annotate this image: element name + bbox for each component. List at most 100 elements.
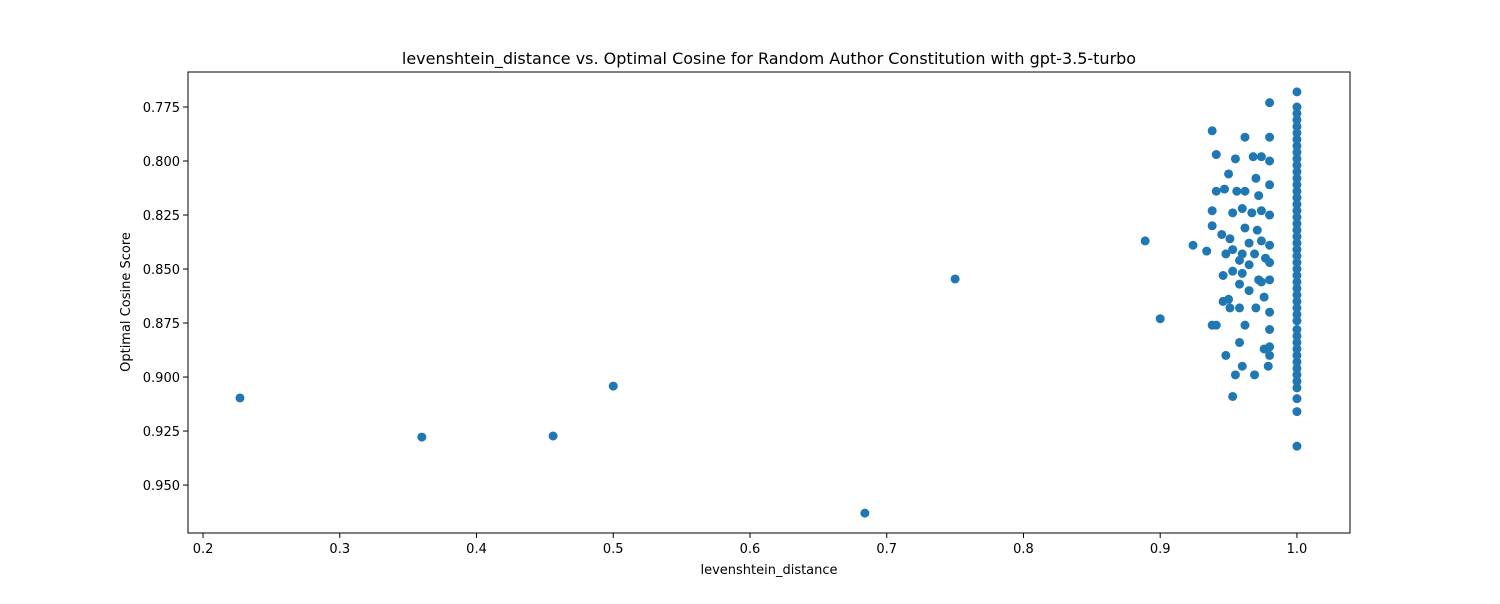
point [1228,208,1238,218]
point [1292,206,1302,216]
point [1292,245,1302,255]
point [1218,270,1228,280]
point [1237,361,1247,371]
point [1230,154,1240,164]
point [1256,152,1266,162]
y-tick-label: 0.950 [143,479,180,494]
point [1292,331,1302,341]
point [1235,279,1245,289]
point [1292,344,1302,354]
point [1254,191,1264,201]
point [1237,268,1247,278]
point [1292,337,1302,347]
point [1237,204,1247,214]
plot-frame [187,71,1351,534]
y-tick-label: 0.825 [143,209,180,224]
point [1292,199,1302,209]
point [1292,134,1302,144]
point [1244,238,1254,248]
point [1265,342,1275,352]
point [1292,219,1302,229]
point [1265,275,1275,285]
point [1292,225,1302,235]
point [1211,150,1221,160]
point [1292,141,1302,151]
point [1292,193,1302,203]
point [1221,350,1231,360]
x-tick-label: 0.7 [876,542,897,557]
point [1247,208,1257,218]
point [1265,258,1275,268]
point [1292,238,1302,248]
point [1232,186,1242,196]
point [1292,264,1302,274]
y-axis-label: Optimal Cosine Score [119,232,134,372]
point [1217,229,1227,239]
point [1292,167,1302,177]
point [1292,290,1302,300]
point [1250,249,1260,259]
point [417,432,427,442]
y-tick-label: 0.925 [143,425,180,440]
point [1230,370,1240,380]
point [1292,316,1302,326]
point [1292,270,1302,280]
x-tick-label: 0.6 [740,542,761,557]
point [1228,266,1238,276]
point [1256,277,1266,287]
x-tick-label: 0.5 [603,542,624,557]
point [1292,128,1302,138]
point [1292,277,1302,287]
point [1251,303,1261,313]
point [1292,186,1302,196]
point [1207,126,1217,136]
point [1265,325,1275,335]
point [1292,441,1302,451]
point [1292,102,1302,112]
point [1224,169,1234,179]
point [1207,206,1217,216]
y-tick-label: 0.875 [143,317,180,332]
point [1292,232,1302,242]
point [1265,180,1275,190]
point [1292,383,1302,393]
point [1250,370,1260,380]
point [1292,87,1302,97]
point [1292,350,1302,360]
point [1265,307,1275,317]
point [1292,370,1302,380]
point [1228,245,1238,255]
point [1240,320,1250,330]
point [1259,292,1269,302]
point [1292,180,1302,190]
chart-title: levenshtein_distance vs. Optimal Cosine … [402,49,1136,69]
point [1211,186,1221,196]
point [608,381,618,391]
x-tick-label: 0.9 [1150,542,1171,557]
point [1225,303,1235,313]
point [1292,303,1302,313]
point [1228,391,1238,401]
point [1292,407,1302,417]
point [1292,363,1302,373]
point [1244,260,1254,270]
point [1240,223,1250,233]
point [1292,251,1302,261]
point [1155,314,1165,324]
point [1292,325,1302,335]
point [1140,236,1150,246]
point [1235,303,1245,313]
x-tick-label: 0.3 [329,542,350,557]
point [860,508,870,518]
point [1292,309,1302,319]
y-tick-label: 0.850 [143,263,180,278]
point [1265,210,1275,220]
point [1188,240,1198,250]
point [1240,132,1250,142]
point [1235,255,1245,265]
point [1252,225,1262,235]
x-tick-label: 0.8 [1013,542,1034,557]
point [548,431,558,441]
point [1224,294,1234,304]
